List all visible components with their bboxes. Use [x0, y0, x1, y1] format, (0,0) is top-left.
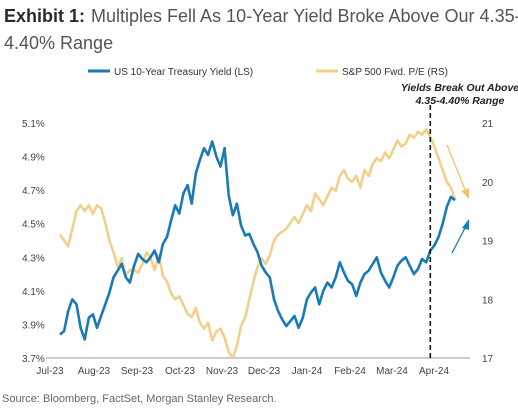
x-tick-label: Jan-24: [292, 366, 323, 377]
right-tick-label: 17: [482, 354, 494, 365]
right-tick-label: 20: [482, 178, 494, 189]
x-tick-label: Feb-24: [334, 366, 366, 377]
annotation-line1: Yields Break Out Above: [401, 82, 518, 94]
legend-label-pe: S&P 500 Fwd. P/E (RS): [342, 67, 448, 78]
legend-label-yield: US 10-Year Treasury Yield (LS): [114, 67, 253, 78]
x-tick-label: Sep-23: [121, 366, 154, 377]
series-line-yield: [59, 140, 456, 341]
title-text-line1: Multiples Fell As 10-Year Yield Broke Ab…: [91, 6, 518, 26]
x-tick-label: Dec-23: [248, 366, 281, 377]
x-axis-ticks: Jul-23 Aug-23 Sep-23 Oct-23 Nov-23 Dec-23 Jan-…: [36, 366, 449, 377]
right-tick-label: 19: [482, 237, 494, 248]
right-tick-label: 21: [482, 119, 494, 130]
right-axis-ticks: 17 18 19 20 21: [482, 119, 494, 365]
x-tick-label: Aug-23: [78, 366, 111, 377]
left-tick-label: 3.7%: [22, 354, 45, 365]
x-tick-label: Oct-23: [165, 366, 195, 377]
x-tick-label: Jul-23: [36, 366, 64, 377]
pe-down-arrow: [446, 144, 469, 199]
source-note: Source: Bloomberg, FactSet, Morgan Stanl…: [2, 393, 277, 405]
annotation-line2: 4.35-4.40% Range: [415, 95, 505, 107]
left-tick-label: 4.7%: [22, 186, 45, 197]
right-tick-label: 18: [482, 295, 494, 306]
left-tick-label: 5.1%: [22, 119, 45, 130]
left-axis-ticks: 3.7% 3.9% 4.1% 4.3% 4.5% 4.7% 4.9% 5.1%: [22, 119, 45, 365]
x-tick-label: Mar-24: [376, 366, 408, 377]
legend: US 10-Year Treasury Yield (LS) S&P 500 F…: [88, 67, 448, 78]
left-tick-label: 4.5%: [22, 220, 45, 231]
chart-title: Exhibit 1: Multiples Fell As 10-Year Yiel…: [4, 2, 518, 56]
exhibit-label: Exhibit 1:: [4, 6, 86, 26]
left-tick-label: 4.9%: [22, 153, 45, 164]
x-tick-label: Apr-24: [419, 366, 449, 377]
left-tick-label: 4.1%: [22, 287, 45, 298]
x-tick-label: Nov-23: [206, 366, 239, 377]
series-line-pe: [58, 127, 457, 360]
yield-up-arrow: [451, 219, 469, 254]
left-tick-label: 3.9%: [22, 320, 45, 331]
left-tick-label: 4.3%: [22, 253, 45, 264]
title-text-line2: 4.40% Range: [4, 33, 114, 53]
